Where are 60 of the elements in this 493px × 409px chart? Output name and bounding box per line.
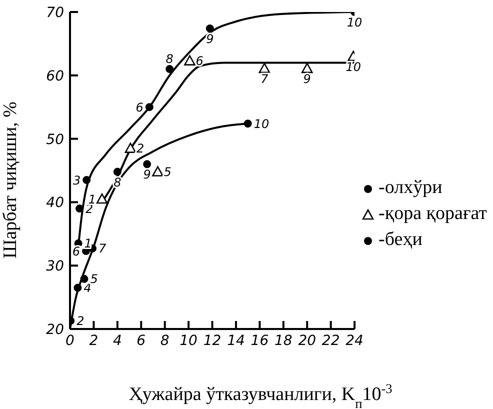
legend-label: -олхўри [378,176,442,200]
legend-label: -беҳи [378,228,422,252]
point [152,166,164,176]
annotation: 9 [206,32,214,46]
x-tick-label: 20 [298,332,316,349]
x-axis-title: Ҳужайра ўтказувчанлиги, K$_{п}$10$^{-3}$ [128,380,393,409]
y-tick-label: 50 [46,132,64,148]
annotation: 8 [166,52,174,66]
x-tick-label: 2 [89,332,98,349]
annotation: 10 [346,16,363,30]
x-tick-label: 22 [322,332,340,349]
x-tick-label: 16 [250,332,269,349]
point [75,204,84,213]
point [74,284,82,292]
annotation: 9 [143,168,151,182]
point [143,160,152,168]
annotation: 2 [76,314,84,328]
x-tick-label: 8 [160,332,170,349]
annotation: 1 [88,192,96,206]
annotation: 6 [72,244,80,258]
x-tick-label: 24 [346,332,364,349]
y-tick-label: 20 [46,322,64,338]
point [96,193,108,204]
annotation: 7 [260,72,269,86]
point [244,120,252,128]
y-tick-label: 30 [46,258,64,275]
x-tick-label: 6 [136,332,146,349]
x-tick-label: 14 [227,332,245,349]
point [184,55,196,66]
y-tick-label: 60 [46,68,64,84]
annotation: 3 [72,173,81,188]
annotation: 6 [196,54,204,68]
x-tick-label: 0 [66,332,75,349]
annotation: 10 [254,116,270,131]
annotation: 9 [303,72,311,86]
annotation: 6 [136,100,144,114]
annotation: 5 [90,272,98,286]
point [145,103,154,112]
annotation: 1 [84,236,92,251]
legend-label: -қора қорағат [378,202,487,226]
x-tick-label: 18 [274,332,292,349]
point [258,62,270,74]
x-tick-label: 12 [203,332,222,349]
point [80,274,88,283]
point [301,62,313,74]
point [124,142,136,153]
y-axis-title: Шарбат чиқиши, % [0,101,21,259]
x-tick-label: 4 [112,332,122,349]
annotation: 10 [346,60,362,74]
point [82,176,91,184]
annotation: 5 [164,165,172,180]
x-tick-label: 10 [180,332,198,349]
y-tick-label: 40 [46,195,64,212]
annotation: 7 [98,242,107,256]
annotation: 2 [136,142,144,156]
point [166,65,174,74]
y-tick-label: 70 [46,4,64,21]
point [206,24,214,32]
annotation: 4 [84,281,92,296]
point [113,168,122,176]
